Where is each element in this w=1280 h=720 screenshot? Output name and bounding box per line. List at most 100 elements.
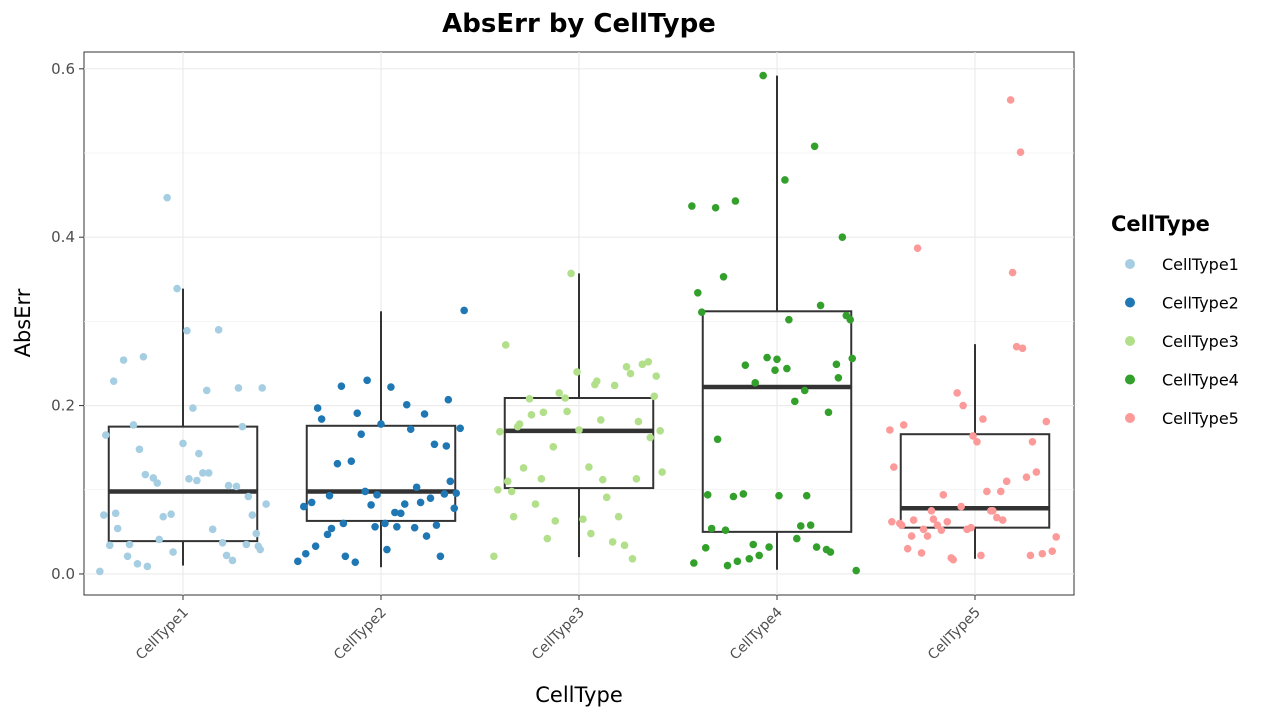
data-point: [361, 487, 369, 496]
data-point: [1018, 344, 1027, 353]
box-iqr: [503, 397, 655, 490]
data-point: [992, 513, 1001, 522]
data-point: [656, 427, 664, 435]
y-axis: 0.0 0.2 0.4 0.6: [51, 60, 84, 583]
data-point: [620, 541, 629, 550]
data-point: [238, 422, 247, 431]
data-point: [185, 475, 193, 483]
data-point: [377, 420, 385, 428]
legend-swatch: [1125, 297, 1135, 308]
data-point: [939, 491, 948, 499]
data-point: [593, 377, 601, 385]
data-point: [771, 366, 779, 375]
data-point: [333, 459, 342, 468]
data-point: [1052, 533, 1060, 541]
data-point: [852, 566, 860, 575]
data-point: [632, 475, 641, 483]
data-point: [313, 404, 322, 412]
data-point: [299, 502, 308, 511]
data-point: [234, 384, 243, 392]
data-point: [159, 512, 167, 521]
data-point: [775, 491, 783, 500]
data-point: [838, 233, 847, 242]
data-point: [1008, 268, 1017, 277]
data-point: [155, 535, 164, 544]
data-point: [525, 395, 534, 403]
legend-entry-label: CellType3: [1162, 332, 1239, 351]
data-point: [802, 491, 811, 500]
data-point: [426, 494, 435, 502]
data-point: [381, 519, 389, 528]
data-point: [638, 360, 647, 369]
data-point: [387, 383, 395, 391]
data-point: [371, 523, 379, 531]
legend-swatch: [1125, 336, 1135, 346]
data-point: [701, 544, 710, 552]
data-point: [555, 389, 563, 397]
data-point: [256, 545, 265, 554]
data-point: [189, 404, 197, 412]
data-point: [608, 538, 617, 546]
data-point: [224, 481, 233, 490]
data-point: [406, 425, 415, 433]
data-point: [711, 203, 720, 212]
data-point: [325, 491, 334, 500]
data-point: [652, 372, 661, 380]
data-point: [494, 485, 502, 494]
data-point: [755, 551, 763, 560]
data-point: [579, 515, 587, 524]
data-point: [796, 522, 805, 530]
data-point: [509, 512, 518, 521]
y-tick-label: 0.4: [51, 228, 75, 246]
data-point: [793, 534, 801, 543]
data-point: [1006, 96, 1015, 104]
data-point: [690, 559, 698, 567]
data-point: [888, 517, 896, 526]
data-point: [731, 197, 740, 205]
y-tick-label: 0.2: [51, 397, 75, 415]
data-point: [347, 457, 356, 465]
data-point: [969, 432, 977, 440]
data-point: [301, 549, 310, 558]
data-point: [258, 384, 267, 392]
data-point: [1016, 148, 1025, 156]
data-point: [232, 482, 241, 491]
data-point: [412, 483, 421, 492]
data-point: [947, 554, 956, 562]
data-point: [622, 363, 631, 371]
data-point: [339, 519, 348, 528]
data-point: [173, 284, 181, 293]
data-point: [957, 502, 965, 511]
data-point: [987, 507, 995, 515]
data-point: [598, 475, 607, 484]
data-point: [503, 477, 512, 486]
data-point: [626, 369, 635, 378]
data-point: [531, 500, 540, 508]
data-point: [204, 469, 213, 477]
data-point: [363, 376, 371, 385]
data-point: [791, 397, 799, 406]
data-point: [222, 551, 231, 560]
data-point: [996, 487, 1005, 496]
data-point: [460, 306, 468, 315]
data-point: [602, 493, 611, 502]
data-point: [400, 500, 409, 508]
data-point: [800, 386, 809, 395]
data-point: [193, 476, 201, 485]
data-point: [563, 407, 571, 416]
data-point: [446, 477, 455, 486]
data-point: [402, 400, 411, 409]
x-tick-label: CellType3: [529, 605, 588, 664]
data-point: [135, 445, 144, 454]
data-point: [537, 475, 546, 483]
data-point: [721, 526, 730, 534]
data-point: [169, 548, 177, 556]
data-point: [739, 490, 748, 498]
y-tick-label: 0.6: [51, 60, 75, 78]
data-point: [393, 523, 401, 531]
y-tick-label: 0.0: [51, 565, 75, 583]
data-point: [816, 301, 825, 310]
data-point: [383, 545, 391, 554]
data-point: [527, 411, 536, 419]
data-point: [729, 492, 738, 501]
